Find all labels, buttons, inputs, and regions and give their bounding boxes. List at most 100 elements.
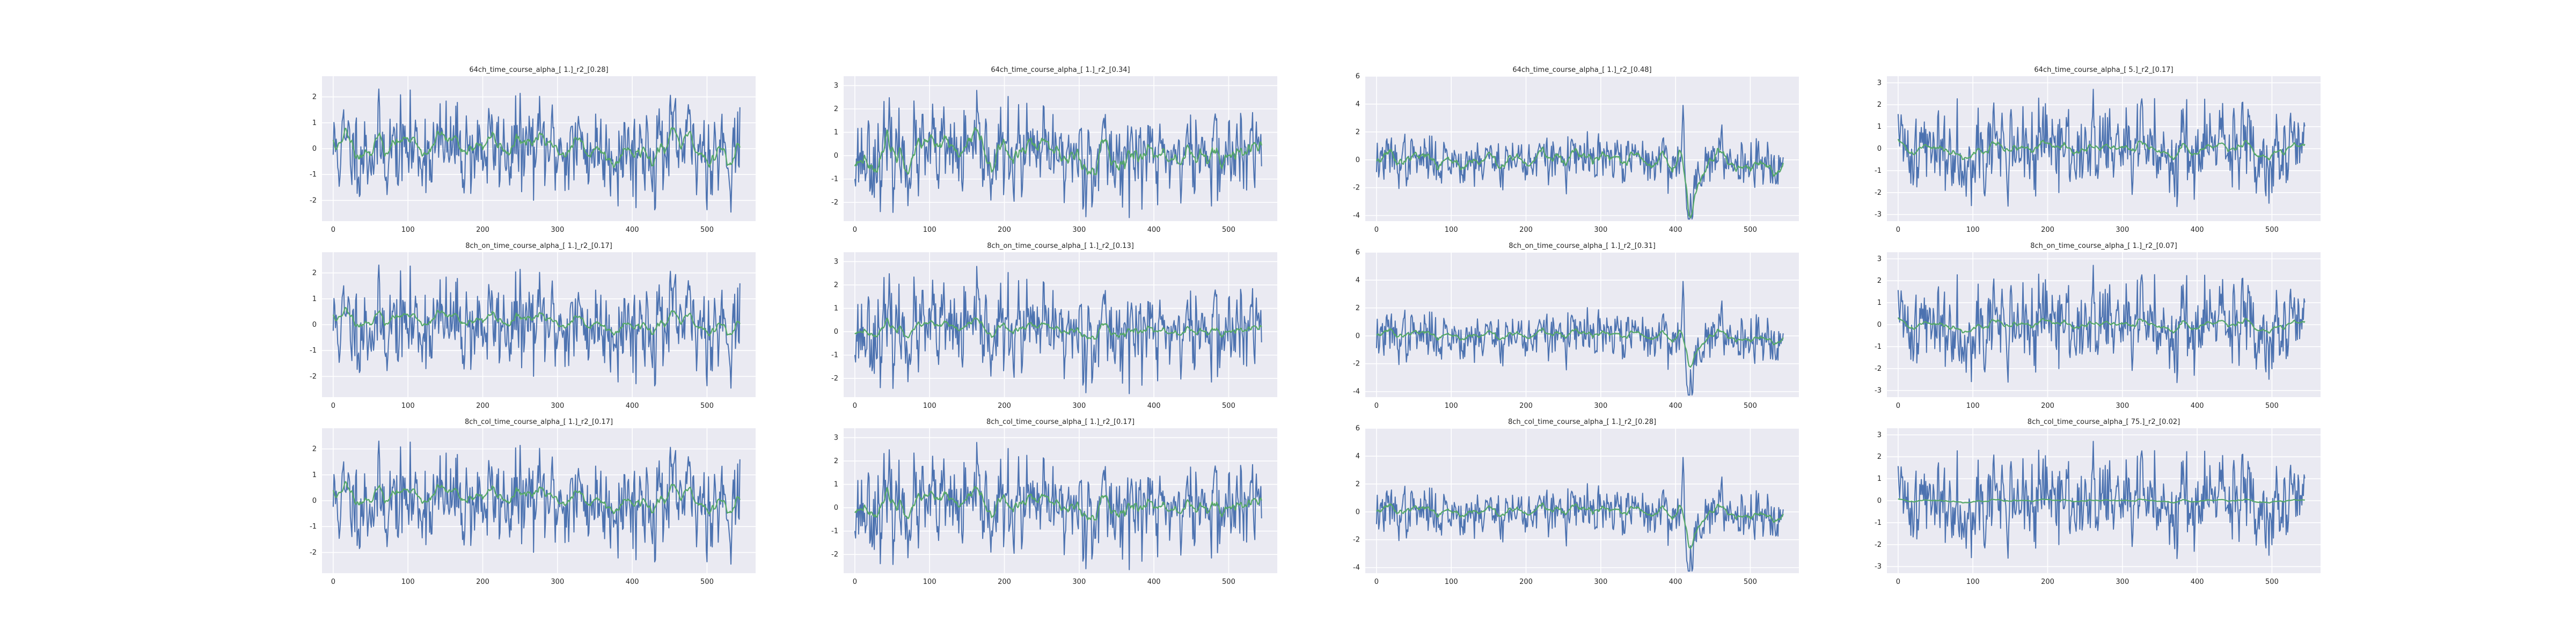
subplot-title: 8ch_col_time_course_alpha_[ 1.]_r2_[0.17… xyxy=(986,418,1135,426)
signal-line xyxy=(1897,441,2306,559)
x-tick-label: 500 xyxy=(1744,402,1757,410)
fit-line xyxy=(332,307,741,336)
x-tick-label: 100 xyxy=(1445,226,1458,234)
y-tick-label: -3 xyxy=(1875,211,1882,219)
y-tick-label: -2 xyxy=(1353,360,1360,368)
x-tick-label: 0 xyxy=(1896,402,1900,410)
y-tick-label: -1 xyxy=(831,528,838,536)
fit-line xyxy=(1897,138,2306,160)
x-tick-label: 400 xyxy=(626,402,639,410)
y-tick-label: 4 xyxy=(1356,276,1360,284)
y-tick-label: -1 xyxy=(310,523,317,531)
y-tick-label: 1 xyxy=(312,471,317,479)
subplot-10: 0 100 200 300 400 500 -4 -2 0 2 4 6 8ch_col_time_cou… xyxy=(1353,418,1799,586)
plot-area xyxy=(1365,428,1799,573)
y-tick-label: 2 xyxy=(1877,453,1882,461)
subplot-title: 8ch_on_time_course_alpha_[ 1.]_r2_[0.17] xyxy=(465,242,612,250)
subplot-title: 8ch_col_time_course_alpha_[ 1.]_r2_[0.28… xyxy=(1508,418,1656,426)
y-tick-label: 2 xyxy=(834,457,838,465)
y-tick-label: -3 xyxy=(1875,563,1882,571)
subplot-5: 0 100 200 300 400 500 -2 -1 0 1 2 3 8ch_on_time_cour… xyxy=(831,242,1277,410)
subplot-7: 0 100 200 300 400 500 -3 -2 -1 0 1 2 3 8ch_on_time_co… xyxy=(1875,242,2321,410)
x-tick-label: 400 xyxy=(1669,578,1682,586)
fit-line xyxy=(1376,327,1784,368)
x-tick-label: 500 xyxy=(700,402,714,410)
x-tick-label: 100 xyxy=(401,578,415,586)
subplot-title: 8ch_on_time_course_alpha_[ 1.]_r2_[0.07] xyxy=(2030,242,2177,250)
subplot-4: 0 100 200 300 400 500 -2 -1 0 1 2 8ch_on_time_cours… xyxy=(310,242,756,410)
fit-line xyxy=(332,481,741,515)
x-tick-label: 100 xyxy=(1966,226,1980,234)
y-tick-label: 3 xyxy=(1877,79,1882,87)
y-tick-label: 0 xyxy=(1356,156,1360,164)
y-tick-label: 3 xyxy=(1877,255,1882,263)
x-tick-label: 200 xyxy=(1519,226,1533,234)
y-tick-label: 0 xyxy=(834,504,838,512)
subplot-11: 0 100 200 300 400 500 -3 -2 -1 0 1 2 3 8ch_col_time_c… xyxy=(1875,418,2321,586)
y-tick-label: -2 xyxy=(831,375,838,383)
fit-line xyxy=(1376,147,1784,218)
y-tick-label: 0 xyxy=(312,145,317,153)
subplot-title: 8ch_col_time_course_alpha_[ 1.]_r2_[0.17… xyxy=(465,418,613,426)
y-tick-label: 0 xyxy=(1877,321,1882,329)
x-tick-label: 200 xyxy=(998,578,1011,586)
x-tick-label: 0 xyxy=(853,578,857,586)
y-tick-label: 0 xyxy=(1877,145,1882,153)
y-tick-label: 4 xyxy=(1356,100,1360,108)
x-tick-label: 0 xyxy=(1374,402,1379,410)
x-tick-label: 100 xyxy=(401,226,415,234)
fit-line xyxy=(854,486,1262,521)
x-tick-label: 300 xyxy=(1072,226,1086,234)
x-tick-label: 200 xyxy=(2041,578,2054,586)
x-tick-label: 400 xyxy=(1147,226,1161,234)
x-tick-label: 200 xyxy=(998,226,1011,234)
x-tick-label: 200 xyxy=(476,226,489,234)
x-tick-label: 300 xyxy=(1072,402,1086,410)
y-tick-label: 1 xyxy=(834,129,838,137)
fit-line xyxy=(854,317,1262,340)
x-tick-label: 300 xyxy=(1594,402,1607,410)
plot-area xyxy=(1365,252,1799,397)
signal-line xyxy=(1375,281,1784,396)
subplot-title: 64ch_time_course_alpha_[ 1.]_r2_[0.48] xyxy=(1512,66,1651,74)
subplot-3: 0 100 200 300 400 500 -3 -2 -1 0 1 2 3 64ch_time_cour… xyxy=(1875,66,2321,234)
x-tick-label: 500 xyxy=(2265,402,2279,410)
y-tick-label: 2 xyxy=(1356,480,1360,488)
y-tick-label: -2 xyxy=(1875,189,1882,197)
fit-line xyxy=(1376,502,1784,549)
y-tick-label: -4 xyxy=(1353,564,1360,572)
y-tick-label: 1 xyxy=(1877,475,1882,483)
signal-line xyxy=(332,264,741,389)
x-tick-label: 300 xyxy=(551,578,564,586)
x-tick-label: 500 xyxy=(1744,578,1757,586)
subplot-2: 0 100 200 300 400 500 -4 -2 0 2 4 6 64ch_time_course… xyxy=(1353,66,1799,234)
x-tick-label: 0 xyxy=(853,226,857,234)
x-tick-label: 500 xyxy=(700,226,714,234)
x-tick-label: 0 xyxy=(331,578,335,586)
y-tick-label: 0 xyxy=(312,321,317,329)
x-tick-label: 200 xyxy=(476,578,489,586)
y-tick-label: -4 xyxy=(1353,212,1360,220)
x-tick-label: 400 xyxy=(626,578,639,586)
x-tick-label: 100 xyxy=(1445,578,1458,586)
y-tick-label: 3 xyxy=(1877,431,1882,439)
x-tick-label: 200 xyxy=(476,402,489,410)
x-tick-label: 200 xyxy=(998,402,1011,410)
signal-line xyxy=(1897,265,2306,383)
y-tick-label: 2 xyxy=(834,281,838,289)
x-tick-label: 0 xyxy=(1374,226,1379,234)
y-tick-label: -1 xyxy=(1875,167,1882,175)
y-tick-label: 2 xyxy=(1356,304,1360,312)
y-tick-label: -1 xyxy=(831,175,838,184)
signal-line xyxy=(854,442,1262,570)
fit-line xyxy=(332,127,741,168)
y-tick-label: -1 xyxy=(310,347,317,355)
x-tick-label: 0 xyxy=(331,226,335,234)
signal-line xyxy=(1375,457,1784,572)
y-tick-label: 2 xyxy=(312,445,317,453)
x-tick-label: 400 xyxy=(2191,402,2204,410)
signal-line xyxy=(854,90,1262,218)
subplot-title: 8ch_on_time_course_alpha_[ 1.]_r2_[0.31] xyxy=(1509,242,1656,250)
y-tick-label: -2 xyxy=(1353,184,1360,192)
x-tick-label: 400 xyxy=(1147,578,1161,586)
